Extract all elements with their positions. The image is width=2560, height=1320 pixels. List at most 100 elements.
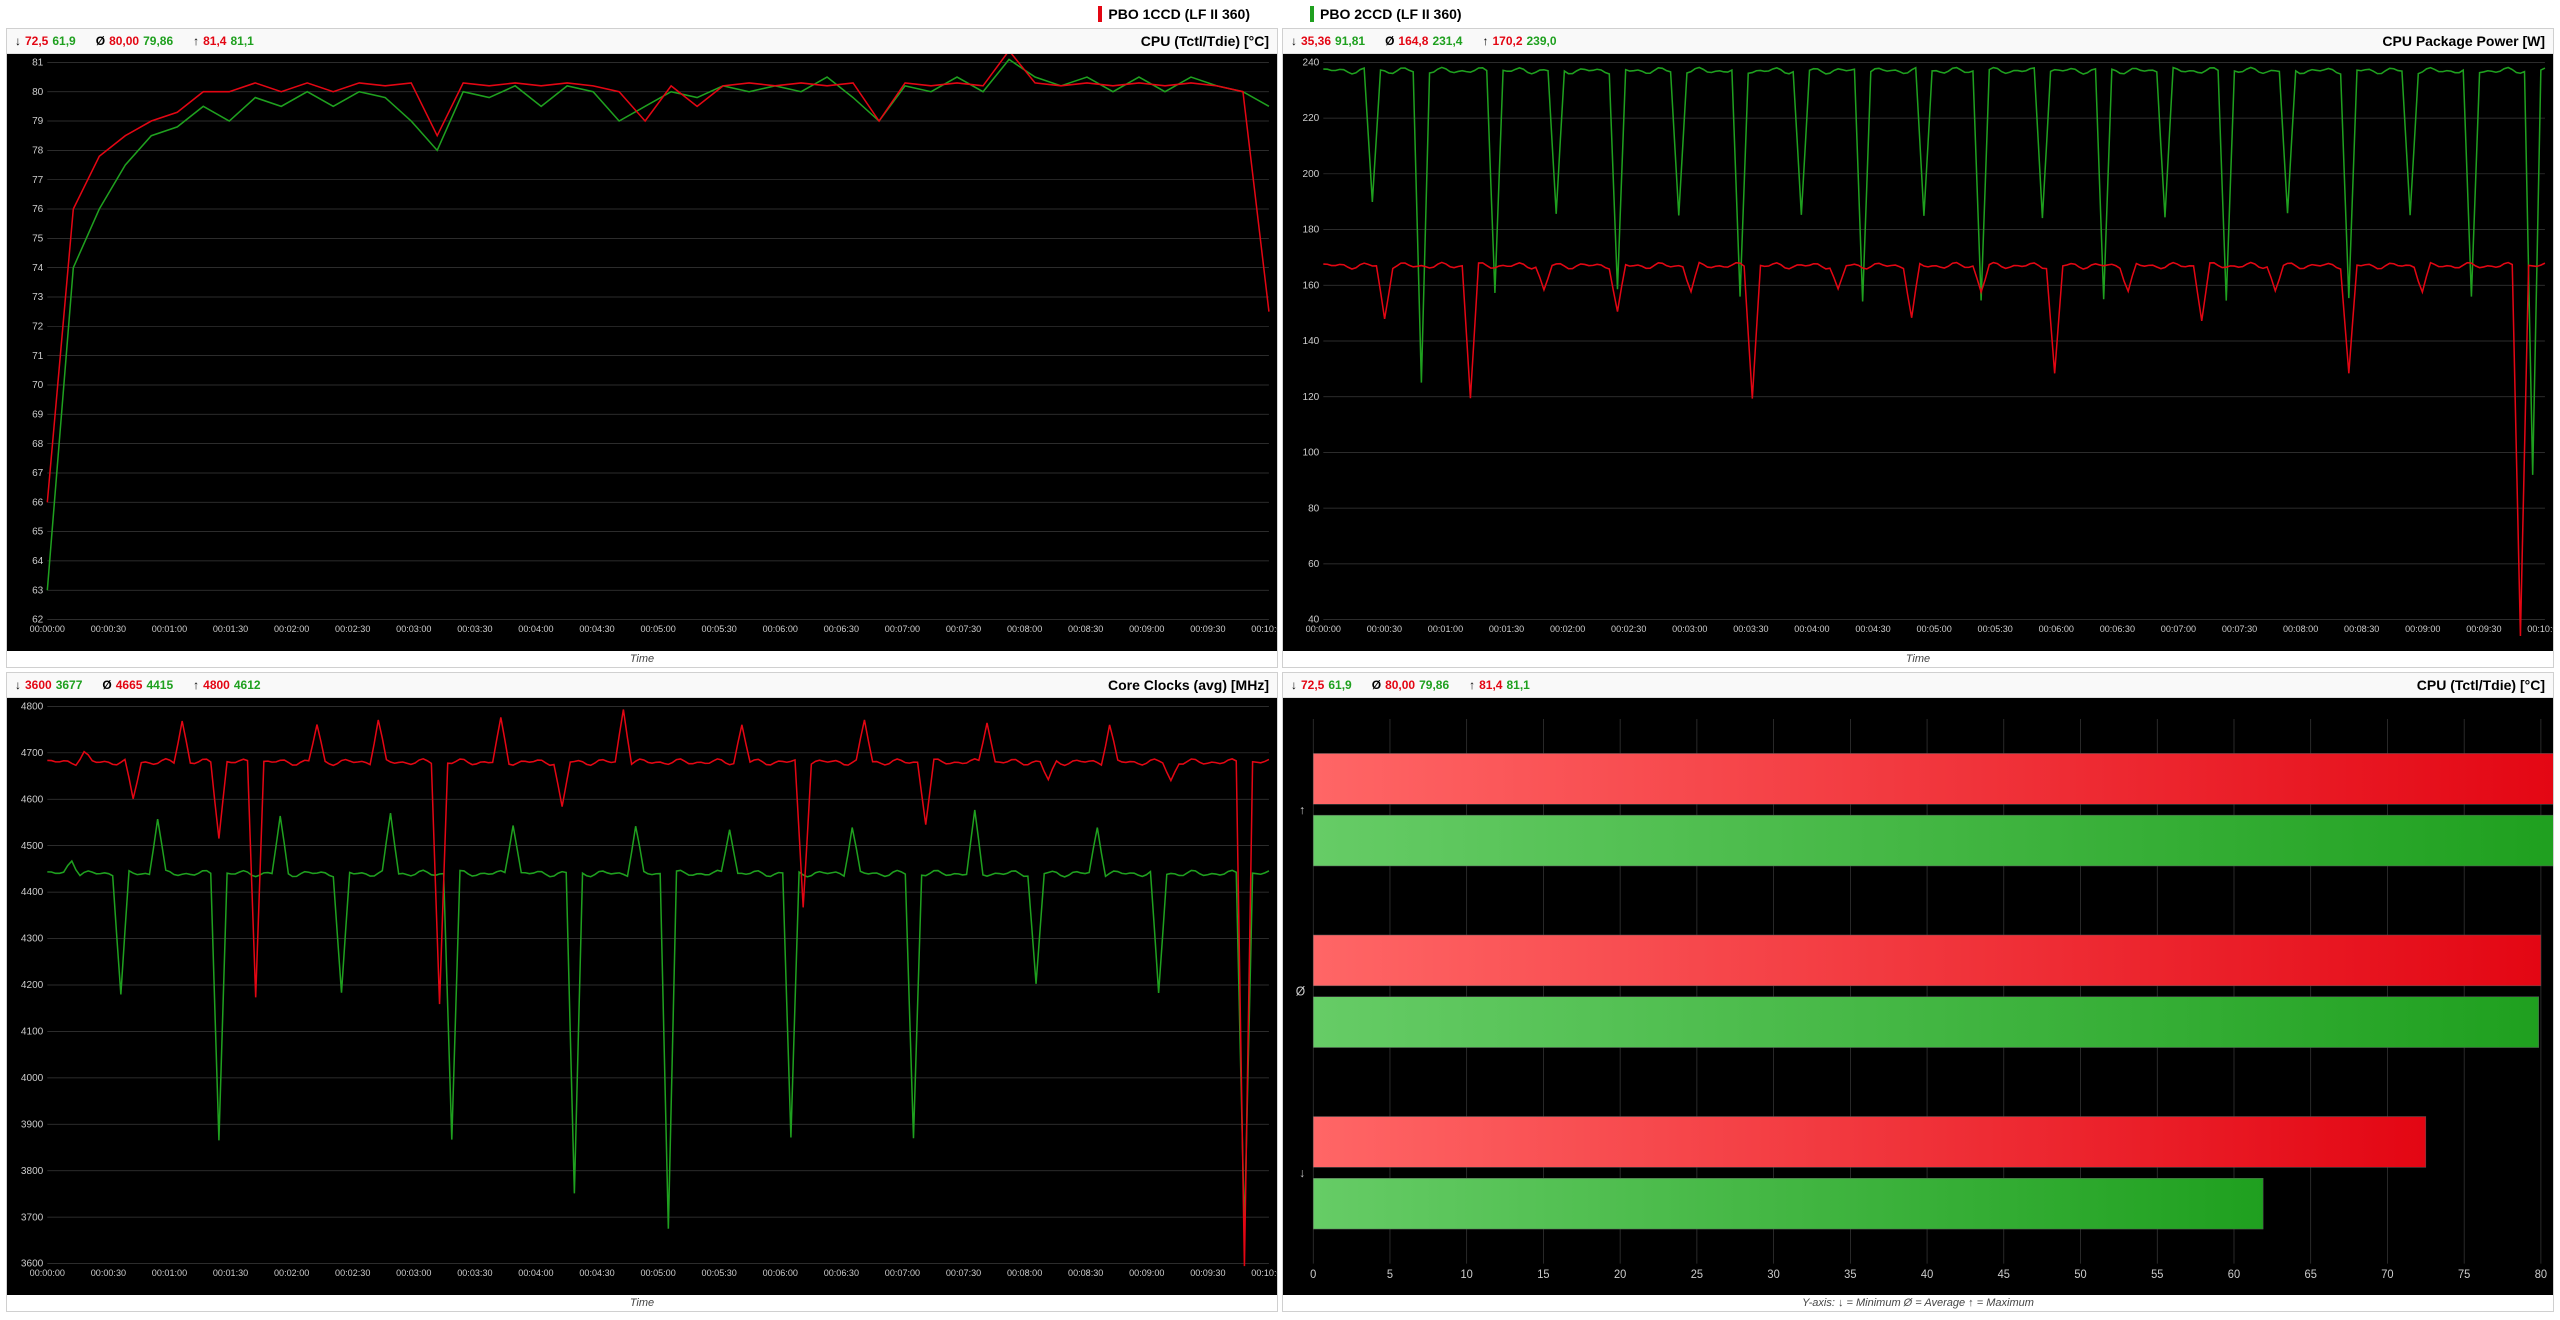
chart-area[interactable]: 40608010012014016018020022024000:00:0000… — [1283, 54, 2553, 651]
svg-text:120: 120 — [1302, 392, 1319, 403]
svg-text:66: 66 — [32, 497, 43, 508]
svg-text:00:08:30: 00:08:30 — [1068, 1268, 1103, 1278]
svg-text:00:02:00: 00:02:00 — [274, 624, 309, 634]
svg-text:65: 65 — [2305, 1269, 2317, 1281]
svg-text:00:03:30: 00:03:30 — [457, 1268, 492, 1278]
panel-header: 3600 3677 4665 4415 4800 4612 Core Clock… — [7, 673, 1277, 698]
svg-text:64: 64 — [32, 556, 43, 567]
svg-text:00:00:00: 00:00:00 — [1306, 624, 1341, 634]
svg-text:00:02:00: 00:02:00 — [274, 1268, 309, 1278]
svg-text:220: 220 — [1302, 113, 1319, 124]
svg-text:73: 73 — [32, 292, 43, 303]
chart-area[interactable]: 05101520253035404550556065707580↑Ø↓ — [1283, 698, 2553, 1295]
svg-text:35: 35 — [1844, 1269, 1856, 1281]
svg-text:00:08:30: 00:08:30 — [2344, 624, 2379, 634]
svg-text:00:09:00: 00:09:00 — [2405, 624, 2440, 634]
panel-cpu-power: 35,36 91,81 164,8 231,4 170,2 239,0 CPU … — [1282, 28, 2554, 668]
legend-item-s2: PBO 2CCD (LF II 360) — [1310, 6, 1462, 22]
svg-text:00:09:30: 00:09:30 — [1190, 1268, 1225, 1278]
svg-text:4700: 4700 — [21, 748, 44, 759]
chart-area[interactable]: 6263646566676869707172737475767778798081… — [7, 54, 1277, 651]
svg-text:00:00:00: 00:00:00 — [30, 624, 65, 634]
svg-text:00:04:00: 00:04:00 — [1794, 624, 1829, 634]
svg-text:00:09:30: 00:09:30 — [1190, 624, 1225, 634]
svg-text:68: 68 — [32, 439, 43, 450]
svg-text:4800: 4800 — [21, 701, 44, 712]
svg-text:80: 80 — [1308, 503, 1319, 514]
svg-text:00:09:00: 00:09:00 — [1129, 1268, 1164, 1278]
top-legend: PBO 1CCD (LF II 360) PBO 2CCD (LF II 360… — [0, 0, 2560, 28]
panel-header: 35,36 91,81 164,8 231,4 170,2 239,0 CPU … — [1283, 29, 2553, 54]
svg-text:78: 78 — [32, 145, 43, 156]
svg-text:00:05:00: 00:05:00 — [1916, 624, 1951, 634]
svg-text:70: 70 — [32, 380, 43, 391]
svg-text:00:03:00: 00:03:00 — [396, 624, 431, 634]
svg-text:00:08:00: 00:08:00 — [1007, 624, 1042, 634]
svg-text:00:01:00: 00:01:00 — [1428, 624, 1463, 634]
svg-text:00:06:00: 00:06:00 — [2039, 624, 2074, 634]
svg-text:00:01:00: 00:01:00 — [152, 624, 187, 634]
svg-text:00:06:30: 00:06:30 — [824, 1268, 859, 1278]
svg-text:0: 0 — [1310, 1269, 1316, 1281]
svg-text:77: 77 — [32, 175, 43, 186]
svg-text:00:00:30: 00:00:30 — [1367, 624, 1402, 634]
svg-text:00:07:00: 00:07:00 — [885, 1268, 920, 1278]
svg-text:71: 71 — [32, 351, 43, 362]
svg-text:45: 45 — [1998, 1269, 2010, 1281]
svg-text:80: 80 — [2535, 1269, 2547, 1281]
svg-text:20: 20 — [1614, 1269, 1626, 1281]
svg-text:63: 63 — [32, 585, 43, 596]
svg-text:15: 15 — [1537, 1269, 1549, 1281]
svg-text:40: 40 — [1921, 1269, 1933, 1281]
svg-text:00:04:30: 00:04:30 — [579, 1268, 614, 1278]
svg-text:00:04:00: 00:04:00 — [518, 624, 553, 634]
svg-text:67: 67 — [32, 468, 43, 479]
x-axis-label: Time — [7, 1295, 1277, 1311]
svg-text:00:10:00: 00:10:00 — [2527, 624, 2553, 634]
svg-text:3700: 3700 — [21, 1212, 44, 1223]
svg-text:100: 100 — [1302, 447, 1319, 458]
panel-header: 72,5 61,9 80,00 79,86 81,4 81,1 CPU (Tct… — [7, 29, 1277, 54]
svg-text:72: 72 — [32, 321, 43, 332]
svg-text:00:03:30: 00:03:30 — [457, 624, 492, 634]
chart-area[interactable]: 3600370038003900400041004200430044004500… — [7, 698, 1277, 1295]
panel-title: CPU Package Power [W] — [2382, 33, 2545, 49]
svg-text:00:09:00: 00:09:00 — [1129, 624, 1164, 634]
svg-text:00:07:30: 00:07:30 — [2222, 624, 2257, 634]
svg-text:00:07:30: 00:07:30 — [946, 624, 981, 634]
svg-text:00:09:30: 00:09:30 — [2466, 624, 2501, 634]
svg-text:30: 30 — [1767, 1269, 1779, 1281]
svg-text:00:05:00: 00:05:00 — [640, 624, 675, 634]
svg-text:4300: 4300 — [21, 934, 44, 945]
svg-text:180: 180 — [1302, 225, 1319, 236]
svg-text:5: 5 — [1387, 1269, 1393, 1281]
svg-text:00:08:30: 00:08:30 — [1068, 624, 1103, 634]
svg-text:65: 65 — [32, 527, 43, 538]
svg-text:00:03:30: 00:03:30 — [1733, 624, 1768, 634]
svg-text:4200: 4200 — [21, 980, 44, 991]
svg-text:00:07:30: 00:07:30 — [946, 1268, 981, 1278]
svg-text:69: 69 — [32, 409, 43, 420]
svg-text:4100: 4100 — [21, 1026, 44, 1037]
stats: 3600 3677 4665 4415 4800 4612 — [15, 678, 261, 692]
panel-header: 72,5 61,9 80,00 79,86 81,4 81,1 CPU (Tct… — [1283, 673, 2553, 698]
svg-text:4000: 4000 — [21, 1073, 44, 1084]
svg-text:81: 81 — [32, 57, 43, 68]
svg-text:00:10:00: 00:10:00 — [1251, 1268, 1277, 1278]
svg-text:70: 70 — [2381, 1269, 2393, 1281]
svg-text:4500: 4500 — [21, 841, 44, 852]
svg-text:↑: ↑ — [1299, 803, 1305, 817]
svg-text:240: 240 — [1302, 57, 1319, 68]
svg-text:00:05:30: 00:05:30 — [1978, 624, 2013, 634]
svg-text:00:08:00: 00:08:00 — [2283, 624, 2318, 634]
x-axis-label: Time — [1283, 651, 2553, 667]
stats: 72,5 61,9 80,00 79,86 81,4 81,1 — [1291, 678, 1530, 692]
svg-text:00:01:30: 00:01:30 — [213, 1268, 248, 1278]
svg-text:00:02:00: 00:02:00 — [1550, 624, 1585, 634]
svg-text:00:06:00: 00:06:00 — [763, 1268, 798, 1278]
panel-cpu-temp: 72,5 61,9 80,00 79,86 81,4 81,1 CPU (Tct… — [6, 28, 1278, 668]
svg-text:Ø: Ø — [1296, 984, 1306, 998]
svg-text:74: 74 — [32, 263, 43, 274]
svg-text:00:04:30: 00:04:30 — [1855, 624, 1890, 634]
svg-text:00:08:00: 00:08:00 — [1007, 1268, 1042, 1278]
